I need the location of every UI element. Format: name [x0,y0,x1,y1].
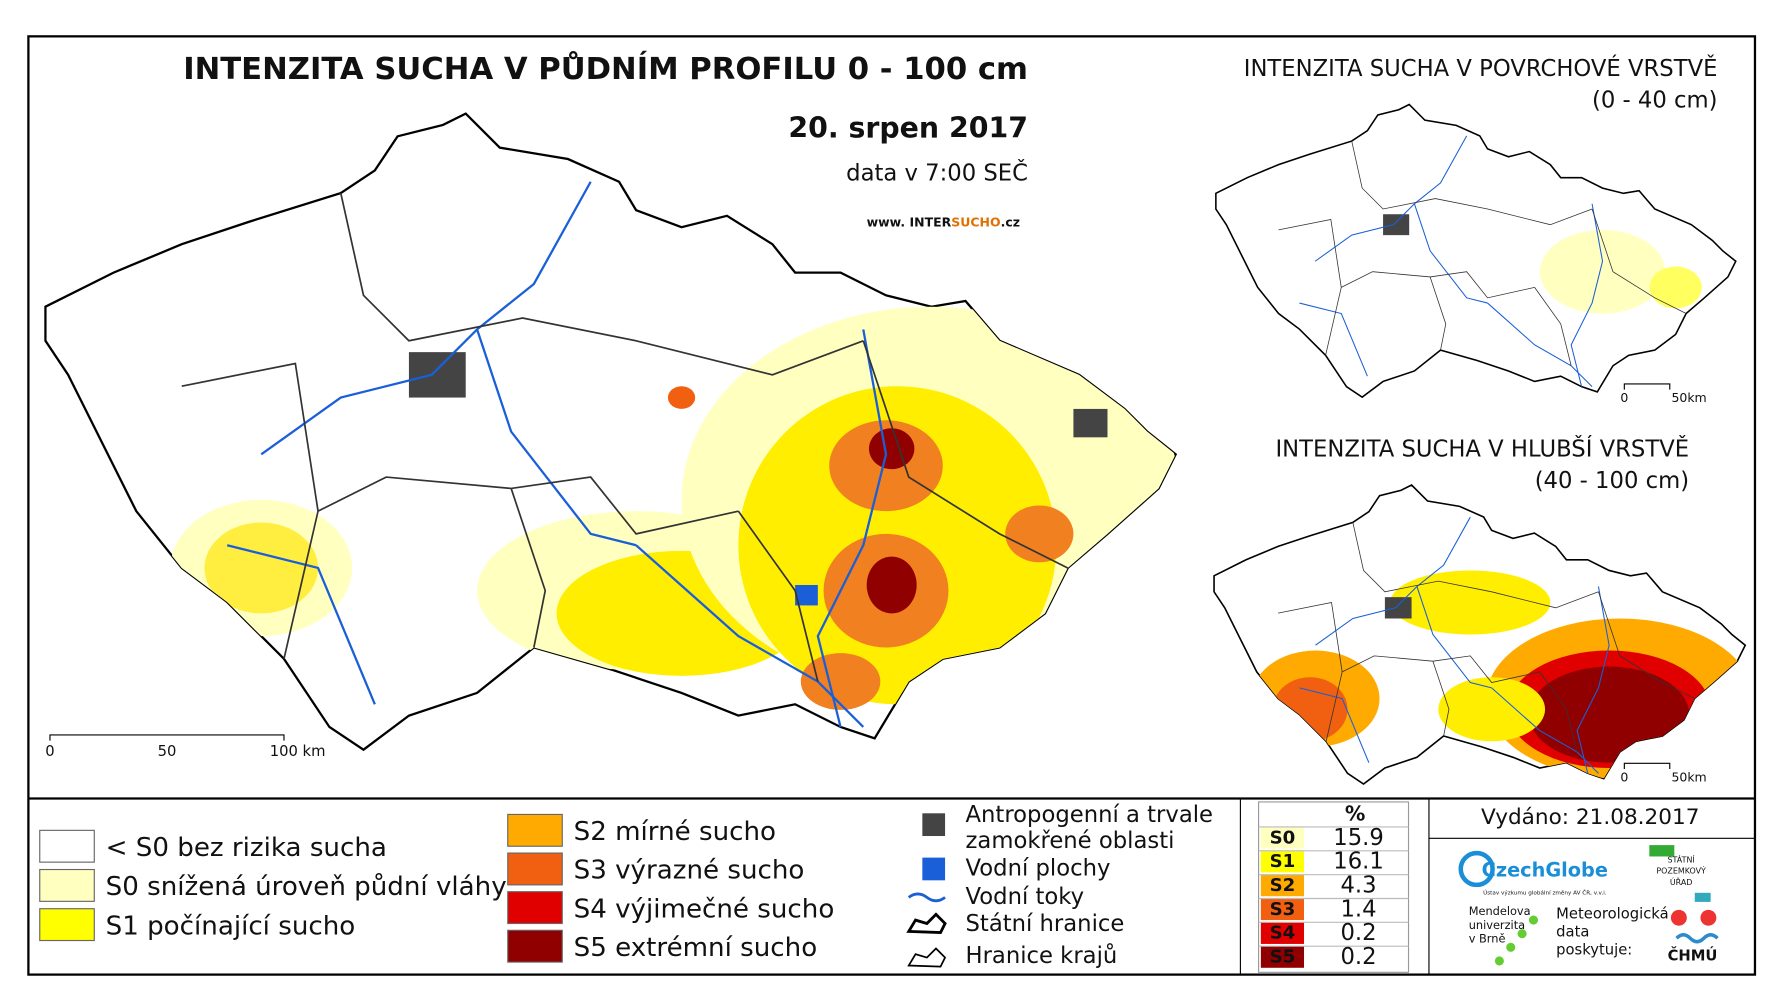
legend-label: S2 mírné sucho [574,817,776,847]
main-title: INTENZITA SUCHA V PŮDNÍM PROFILU 0 - 100… [183,50,1028,87]
table-value: 0.2 [1340,920,1376,946]
scale-bar [1623,383,1671,390]
scale-label: 50km [1671,390,1706,405]
legend-swatch [507,813,563,847]
spu-line: POZEMKOVÝ [1656,865,1706,876]
table: S0 15.9 S1 16.1 S2 4.3 S3 1.4 S4 0.2 S5 0.2 [1258,825,1409,970]
website: www. INTERSUCHO.cz [867,214,1020,229]
mendel-line: v Brně [1469,931,1506,945]
table-value: 0.2 [1340,944,1376,970]
table-class: S0 [1270,827,1296,848]
scale-label: 0 [1620,770,1628,785]
table-value: 1.4 [1340,896,1376,922]
mendel-line: Mendelova [1469,904,1531,918]
table-header: % [1345,801,1365,825]
table-frame [1258,801,1410,973]
surface-map: INTENZITA SUCHA V POVRCHOVÉ VRSTVĚ (0 - … [1215,54,1737,405]
table-value: 15.9 [1333,825,1384,851]
legend-label: S3 výrazné sucho [574,856,805,886]
legend-swatch [39,868,95,902]
legend-icons [906,813,947,968]
scale-bar [1623,762,1671,770]
table-class: S2 [1270,875,1296,896]
chmu: ČHMÚ [1668,946,1718,964]
deep-title: INTENZITA SUCHA V HLUBŠÍ VRSTVĚ [1275,434,1689,462]
table-value: 16.1 [1333,849,1384,875]
mendel-logo [1494,915,1539,966]
surface-depth: (0 - 40 cm) [1592,88,1718,114]
time: data v 7:00 SEČ [846,158,1028,186]
spu-line: STÁTNÍ [1668,853,1696,864]
spu-logo [1649,845,1675,857]
table-cell [1260,826,1305,849]
czechglobe-sub: Ústav výzkumu globální změny AV ČR, v.v.… [1483,889,1607,896]
table-class: S5 [1270,947,1296,968]
chmu-logo [1670,892,1719,944]
table-cell [1260,874,1305,897]
website-part: .cz [1001,214,1020,229]
chmu-note: Meteorologická [1556,905,1668,922]
table-cell [1260,922,1305,944]
issued: Vydáno: 21.08.2017 [1481,805,1699,830]
legend-swatch [507,891,563,925]
legend-label: Státní hranice [966,911,1125,937]
date: 20. srpen 2017 [788,111,1028,144]
legend: < S0 bez rizika sucha S0 snížená úroveň p… [39,802,1214,969]
scale-label: 100 km [270,743,326,760]
legend-swatch [39,829,95,863]
legend-label: S0 snížená úroveň půdní vláhy [106,872,507,902]
legend-label: zamokřené oblasti [966,828,1175,854]
website-part: www. INTER [867,214,952,229]
legend-swatch [507,852,563,886]
scale-label: 50 [158,743,177,760]
legend-swatch [39,908,95,942]
deep-depth: (40 - 100 cm) [1535,468,1689,494]
legend-label: Vodní plochy [966,855,1111,881]
legend-label: S4 výjimečné sucho [574,894,835,924]
table-class: S1 [1270,851,1296,872]
czechglobe-logo [1458,850,1495,888]
website-part: SUCHO [951,214,1000,229]
legend-label: Hranice krajů [966,942,1118,969]
table-value: 4.3 [1340,873,1376,899]
legend-swatch [507,929,563,963]
legend-label: < S0 bez rizika sucha [106,833,387,863]
chmu-note: data [1556,924,1589,941]
table-class: S4 [1270,923,1296,944]
scale-label: 0 [45,743,54,760]
legend-label: Antropogenní a trvale [966,802,1214,828]
legend-label: S1 počínající sucho [106,911,356,941]
legend-label: Vodní toky [966,884,1085,910]
chmu-note: poskytuje: [1556,942,1632,959]
scale-bar [49,734,285,741]
mendel-line: univerzita [1469,918,1525,932]
surface-title: INTENZITA SUCHA V POVRCHOVÉ VRSTVĚ [1244,54,1718,82]
scale-label: 50km [1671,770,1706,785]
table-cell [1260,946,1305,968]
table-class: S3 [1270,899,1296,920]
scale-label: 0 [1620,390,1628,405]
table-cell [1260,850,1305,873]
table-cell [1260,898,1305,921]
spu-line: ÚŘAD [1670,876,1693,887]
legend-label: S5 extrémní sucho [574,933,818,963]
czechglobe: CzechGlobe [1482,859,1608,882]
